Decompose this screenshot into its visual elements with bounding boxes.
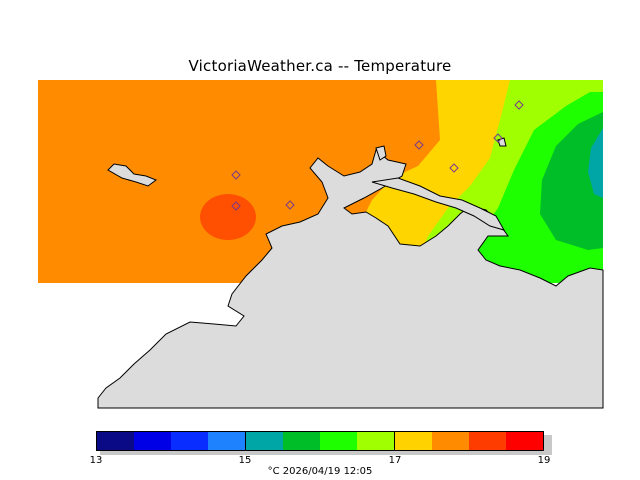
legend-swatch	[283, 432, 320, 450]
legend-tick-19: 19	[537, 455, 551, 466]
legend-swatch	[171, 432, 208, 450]
station-marker	[414, 140, 424, 150]
legend-swatch	[357, 432, 395, 450]
legend-footer: °C 2026/04/19 12:05	[267, 466, 373, 477]
temp-zone-teal	[588, 128, 603, 198]
legend-swatch	[134, 432, 171, 450]
temp-zone-dark-green	[540, 112, 603, 250]
legend-swatch	[208, 432, 246, 450]
legend-swatch	[506, 432, 543, 450]
station-marker	[285, 200, 295, 210]
island-left	[107, 163, 158, 187]
legend-swatch	[469, 432, 506, 450]
legend-swatch	[246, 432, 283, 450]
station-markers	[231, 100, 524, 211]
legend-swatch	[395, 432, 432, 450]
map-title: VictoriaWeather.ca -- Temperature	[188, 57, 452, 75]
legend-tick-17: 17	[388, 455, 402, 466]
legend-tick-13: 13	[89, 455, 103, 466]
temp-zone-orange-red	[200, 194, 256, 240]
legend-tick-15: 15	[238, 455, 252, 466]
color-legend	[96, 431, 544, 451]
station-marker	[493, 133, 503, 143]
legend-swatch	[320, 432, 357, 450]
peninsula	[371, 177, 506, 231]
station-marker	[231, 201, 241, 211]
islet-right	[497, 137, 507, 147]
legend-swatch	[97, 432, 134, 450]
islet-middle	[375, 145, 387, 161]
station-marker	[231, 170, 241, 180]
station-marker	[514, 100, 524, 110]
station-marker	[449, 163, 459, 173]
legend-swatch	[432, 432, 469, 450]
